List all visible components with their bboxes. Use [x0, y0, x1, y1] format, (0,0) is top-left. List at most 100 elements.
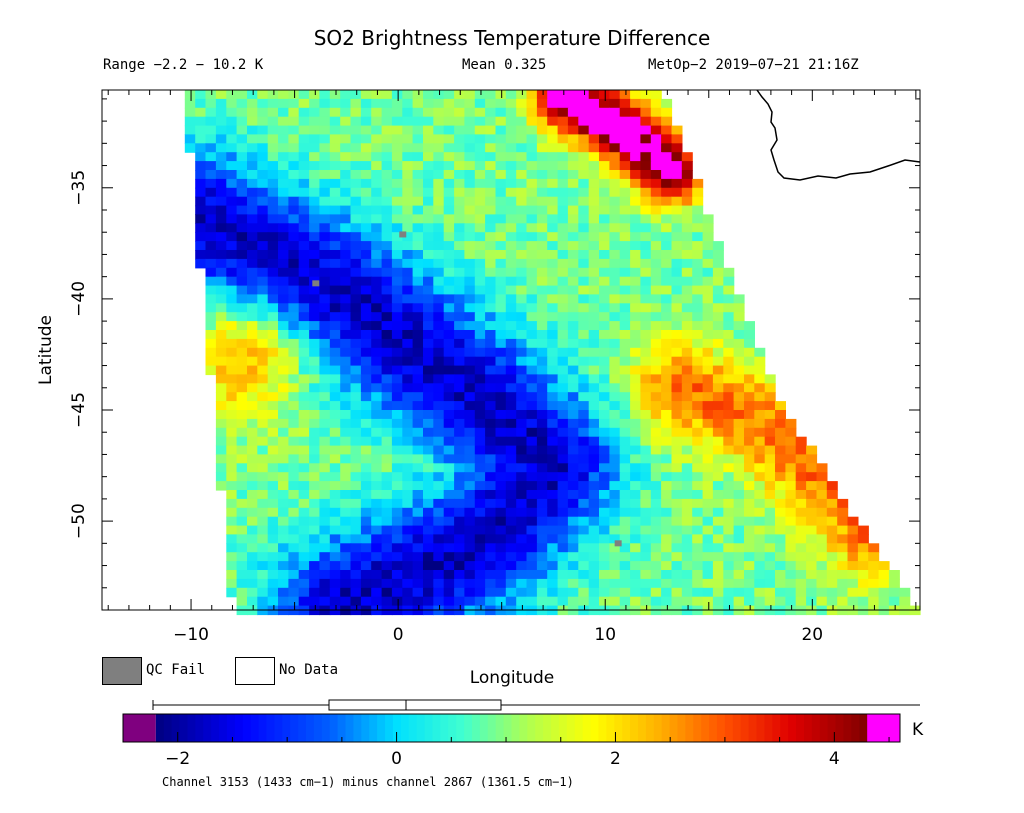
heatmap-cell — [505, 374, 517, 384]
heatmap-cell — [650, 258, 662, 269]
heatmap-cell — [257, 392, 269, 402]
heatmap-cell — [609, 214, 621, 224]
heatmap-cell — [516, 232, 528, 242]
heatmap-cell — [195, 232, 207, 242]
heatmap-cell — [464, 436, 476, 447]
heatmap-cell — [298, 436, 310, 447]
heatmap-cell — [671, 578, 683, 589]
heatmap-cell — [474, 294, 486, 304]
heatmap-cell — [671, 303, 683, 313]
heatmap-cell — [578, 178, 590, 189]
heatmap-cell — [288, 534, 300, 544]
heatmap-cell — [184, 90, 196, 100]
heatmap-cell — [485, 427, 497, 438]
heatmap-cell — [536, 463, 548, 473]
no-data-label: No Data — [279, 662, 339, 678]
heatmap-cell — [402, 178, 414, 189]
heatmap-cell — [391, 107, 403, 118]
heatmap-cell — [319, 303, 331, 313]
heatmap-cell — [754, 454, 766, 464]
heatmap-cell — [402, 125, 414, 136]
heatmap-cell — [247, 170, 258, 180]
heatmap-cell — [474, 543, 486, 553]
heatmap-cell — [630, 214, 642, 224]
heatmap-cell — [630, 552, 642, 562]
heatmap-cell — [516, 214, 528, 224]
heatmap-cell — [215, 445, 227, 456]
heatmap-cell — [485, 552, 497, 562]
heatmap-cell — [298, 214, 310, 224]
heatmap-cell — [547, 534, 559, 544]
heatmap-cell — [340, 152, 352, 162]
y-tick-label: −45 — [69, 392, 89, 428]
heatmap-cell — [236, 525, 248, 536]
heatmap-cell — [371, 543, 383, 553]
heatmap-cell — [443, 232, 455, 242]
heatmap-cell — [516, 445, 528, 456]
heatmap-cell — [309, 330, 321, 340]
heatmap-cell — [319, 98, 331, 109]
heatmap-cell — [588, 285, 600, 296]
heatmap-cell — [433, 401, 445, 411]
heatmap-cell — [578, 481, 590, 491]
heatmap-cell — [371, 347, 383, 358]
heatmap-cell — [567, 285, 579, 296]
heatmap-cell — [371, 303, 383, 313]
heatmap-cell — [640, 356, 652, 367]
heatmap-cell — [495, 214, 507, 224]
heatmap-cell — [650, 267, 662, 278]
heatmap-cell — [764, 490, 776, 500]
heatmap-cell — [381, 410, 393, 420]
heatmap-cell — [205, 258, 217, 269]
heatmap-cell — [723, 570, 735, 580]
heatmap-cell — [712, 250, 724, 260]
heatmap-cell — [702, 383, 714, 393]
heatmap-cell — [650, 392, 662, 402]
heatmap-cell — [536, 454, 548, 464]
heatmap-cell — [567, 427, 579, 438]
heatmap-cell — [412, 125, 424, 136]
heatmap-cell — [557, 285, 569, 296]
heatmap-cell — [267, 134, 279, 144]
heatmap-cell — [536, 374, 548, 384]
heatmap-cell — [599, 543, 610, 553]
heatmap-cell — [578, 445, 590, 456]
heatmap-cell — [567, 187, 579, 198]
heatmap-cell — [298, 258, 310, 269]
heatmap-cell — [474, 161, 486, 171]
heatmap-cell — [650, 596, 662, 607]
heatmap-cell — [298, 205, 310, 216]
heatmap-cell — [226, 152, 238, 162]
heatmap-cell — [640, 232, 652, 242]
heatmap-cell — [609, 303, 621, 313]
colorbar-segment — [551, 714, 560, 742]
heatmap-cell — [671, 161, 683, 171]
heatmap-cell — [609, 338, 621, 349]
heatmap-cell — [702, 250, 714, 260]
heatmap-cell — [350, 525, 362, 536]
heatmap-cell — [474, 312, 486, 322]
heatmap-cell — [567, 570, 579, 580]
heatmap-cell — [578, 436, 590, 447]
heatmap-cell — [454, 98, 466, 109]
heatmap-cell — [650, 294, 662, 304]
heatmap-cell — [733, 472, 745, 482]
heatmap-cell — [609, 134, 621, 144]
heatmap-cell — [630, 250, 642, 260]
heatmap-cell — [402, 312, 414, 322]
heatmap-cell — [329, 587, 341, 598]
heatmap-cell — [402, 392, 414, 402]
heatmap-cell — [278, 116, 289, 127]
heatmap-cell — [474, 525, 486, 536]
heatmap-cell — [567, 507, 579, 518]
heatmap-cell — [381, 472, 393, 482]
heatmap-cell — [671, 383, 683, 393]
heatmap-cell — [578, 196, 590, 207]
heatmap-cell — [557, 436, 569, 447]
heatmap-cell — [526, 125, 538, 136]
heatmap-cell — [371, 125, 383, 136]
heatmap-cell — [391, 294, 403, 304]
heatmap-cell — [547, 116, 559, 127]
heatmap-cell — [505, 392, 517, 402]
